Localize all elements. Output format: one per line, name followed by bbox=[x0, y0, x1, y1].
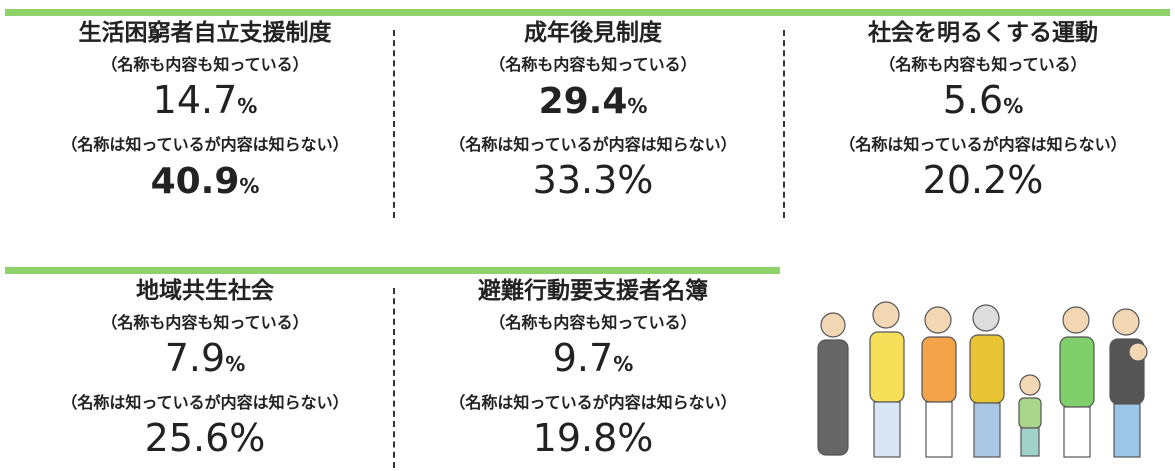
panel: 地域共生社会 （名称も内容も知っている） 7.9% （名称は知っているが内容は知らない… bbox=[10, 272, 400, 462]
value-unit: % bbox=[613, 352, 634, 376]
item-label: （名称は知っているが内容は知らない） bbox=[839, 135, 1127, 154]
item-value: 40.9% bbox=[10, 158, 400, 208]
value-number: 25.6 bbox=[144, 416, 230, 460]
panel: 避難行動要支援者名簿 （名称も内容も知っている） 9.7% （名称は知っているが内容は… bbox=[398, 272, 788, 462]
value-number: 29.4 bbox=[538, 81, 628, 122]
value-unit: % bbox=[1003, 94, 1024, 118]
panel-title: 地域共生社会 bbox=[136, 278, 274, 304]
value-unit: % bbox=[627, 94, 648, 118]
item-label: （名称も内容も知っている） bbox=[489, 55, 697, 74]
value-unit: % bbox=[229, 416, 266, 460]
item-value: 29.4% bbox=[398, 78, 788, 128]
item-label: （名称は知っているが内容は知らない） bbox=[449, 393, 737, 412]
divider bbox=[393, 288, 395, 468]
item-label: （名称も内容も知っている） bbox=[101, 313, 309, 332]
value-number: 20.2 bbox=[922, 158, 1008, 202]
value-number: 9.7 bbox=[552, 336, 614, 380]
item-value: 19.8% bbox=[398, 416, 788, 460]
item-value: 20.2% bbox=[788, 158, 1175, 202]
value-unit: % bbox=[237, 94, 258, 118]
value-number: 33.3 bbox=[532, 158, 618, 202]
value-number: 14.7 bbox=[152, 78, 238, 122]
divider bbox=[783, 30, 785, 218]
panel-title: 避難行動要支援者名簿 bbox=[478, 278, 708, 304]
value-number: 5.6 bbox=[942, 78, 1004, 122]
panel: 生活困窮者自立支援制度 （名称も内容も知っている） 14.7% （名称は知っているが内… bbox=[10, 14, 400, 204]
item-value: 5.6% bbox=[788, 78, 1175, 128]
item-label: （名称は知っているが内容は知らない） bbox=[61, 393, 349, 412]
people-illustration bbox=[817, 301, 1148, 458]
item-value: 14.7% bbox=[10, 78, 400, 128]
panel: 社会を明るくする運動 （名称も内容も知っている） 5.6% （名称は知っているが内容は… bbox=[788, 14, 1175, 204]
value-unit: % bbox=[617, 416, 654, 460]
divider bbox=[393, 30, 395, 218]
item-label: （名称も内容も知っている） bbox=[489, 313, 697, 332]
value-unit: % bbox=[239, 174, 260, 198]
item-label: （名称も内容も知っている） bbox=[101, 55, 309, 74]
value-number: 7.9 bbox=[164, 336, 226, 380]
item-label: （名称は知っているが内容は知らない） bbox=[61, 135, 349, 154]
item-label: （名称は知っているが内容は知らない） bbox=[449, 135, 737, 154]
green-bar bbox=[5, 9, 1170, 16]
value-unit: % bbox=[225, 352, 246, 376]
green-bar bbox=[5, 267, 780, 274]
value-number: 40.9 bbox=[150, 161, 240, 202]
value-number: 19.8 bbox=[532, 416, 618, 460]
item-value: 33.3% bbox=[398, 158, 788, 202]
panel: 成年後見制度 （名称も内容も知っている） 29.4% （名称は知っているが内容は知らな… bbox=[398, 14, 788, 204]
value-unit: % bbox=[1007, 158, 1044, 202]
panel-title: 社会を明るくする運動 bbox=[868, 20, 1098, 46]
panel-title: 生活困窮者自立支援制度 bbox=[78, 20, 332, 46]
item-value: 7.9% bbox=[10, 336, 400, 386]
item-value: 9.7% bbox=[398, 336, 788, 386]
value-unit: % bbox=[617, 158, 654, 202]
item-label: （名称も内容も知っている） bbox=[879, 55, 1087, 74]
panel-title: 成年後見制度 bbox=[524, 20, 662, 46]
item-value: 25.6% bbox=[10, 416, 400, 460]
